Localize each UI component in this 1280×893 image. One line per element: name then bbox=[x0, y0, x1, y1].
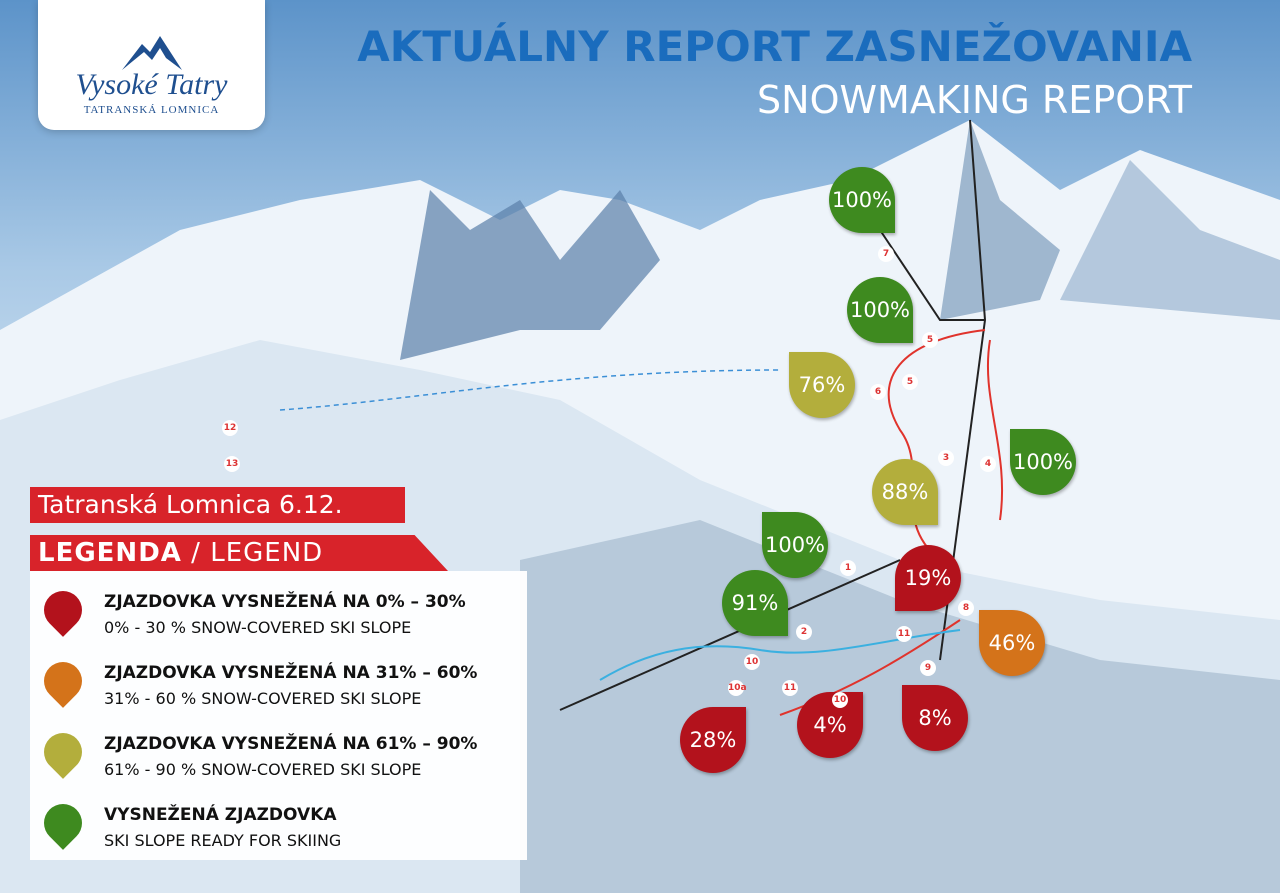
snow-marker: 100% bbox=[847, 277, 913, 343]
legend-label: VYSNEŽENÁ ZJAZDOVKA bbox=[104, 805, 337, 825]
snow-marker: 100% bbox=[829, 167, 895, 233]
trail-number: 9 bbox=[920, 660, 936, 676]
snow-marker: 76% bbox=[789, 352, 855, 418]
legend: ZJAZDOVKA VYSNEŽENÁ NA 0% – 30% 0% - 30 %… bbox=[30, 571, 527, 860]
legend-title-en: LEGEND bbox=[210, 538, 324, 568]
location-banner: Tatranská Lomnica 6.12. bbox=[30, 487, 405, 523]
trail-number: 7 bbox=[878, 246, 894, 262]
legend-item: ZJAZDOVKA VYSNEŽENÁ NA 31% – 60% 31% - 60… bbox=[30, 650, 527, 720]
trail-number: 2 bbox=[796, 624, 812, 640]
legend-title: LEGENDA bbox=[38, 538, 182, 568]
title: AKTUÁLNY REPORT ZASNEŽOVANIA bbox=[357, 22, 1192, 71]
legend-label-en: SKI SLOPE READY FOR SKIING bbox=[104, 831, 342, 850]
legend-item: VYSNEŽENÁ ZJAZDOVKA SKI SLOPE READY FOR S… bbox=[30, 792, 527, 862]
legend-icon bbox=[36, 796, 90, 850]
logo-place: TATRANSKÁ LOMNICA bbox=[83, 104, 220, 116]
legend-label-en: 31% - 60 % SNOW-COVERED SKI SLOPE bbox=[104, 689, 422, 708]
snow-marker: 88% bbox=[872, 459, 938, 525]
legend-icon bbox=[36, 725, 90, 779]
logo: Vysoké Tatry TATRANSKÁ LOMNICA bbox=[38, 0, 265, 130]
snow-marker: 19% bbox=[895, 545, 961, 611]
legend-item: ZJAZDOVKA VYSNEŽENÁ NA 0% – 30% 0% - 30 %… bbox=[30, 579, 527, 649]
trail-number: 3 bbox=[938, 450, 954, 466]
legend-item: ZJAZDOVKA VYSNEŽENÁ NA 61% – 90% 61% - 90… bbox=[30, 721, 527, 791]
snow-marker: 100% bbox=[762, 512, 828, 578]
legend-label: ZJAZDOVKA VYSNEŽENÁ NA 61% – 90% bbox=[104, 734, 478, 754]
snow-marker: 100% bbox=[1010, 429, 1076, 495]
logo-name: Vysoké Tatry bbox=[75, 68, 228, 101]
snow-marker: 4% bbox=[797, 692, 863, 758]
legend-label: ZJAZDOVKA VYSNEŽENÁ NA 0% – 30% bbox=[104, 592, 466, 612]
trail-number: 1 bbox=[840, 560, 856, 576]
trail-number: 11 bbox=[896, 626, 912, 642]
trail-number: 11 bbox=[782, 680, 798, 696]
trail-number: 4 bbox=[980, 456, 996, 472]
trail-number: 5 bbox=[902, 374, 918, 390]
legend-label-en: 0% - 30 % SNOW-COVERED SKI SLOPE bbox=[104, 618, 412, 637]
legend-header: LEGENDA / LEGEND bbox=[30, 535, 448, 571]
trail-number: 5 bbox=[922, 332, 938, 348]
snow-marker: 8% bbox=[902, 685, 968, 751]
trail-number: 6 bbox=[870, 384, 886, 400]
snow-marker: 91% bbox=[722, 570, 788, 636]
legend-separator: / bbox=[191, 538, 201, 568]
trail-number: 10a bbox=[728, 680, 747, 696]
logo-mountain bbox=[122, 36, 182, 70]
subtitle: SNOWMAKING REPORT bbox=[757, 78, 1192, 122]
legend-icon bbox=[36, 654, 90, 708]
legend-icon bbox=[36, 583, 90, 637]
trail-number: 10 bbox=[832, 692, 848, 708]
trail-number: 8 bbox=[958, 600, 974, 616]
snow-marker: 28% bbox=[680, 707, 746, 773]
trail-number: 13 bbox=[224, 456, 240, 472]
trail-number: 12 bbox=[222, 420, 238, 436]
legend-label-en: 61% - 90 % SNOW-COVERED SKI SLOPE bbox=[104, 760, 422, 779]
trail-number: 10 bbox=[744, 654, 760, 670]
snow-marker: 46% bbox=[979, 610, 1045, 676]
legend-label: ZJAZDOVKA VYSNEŽENÁ NA 31% – 60% bbox=[104, 663, 478, 683]
